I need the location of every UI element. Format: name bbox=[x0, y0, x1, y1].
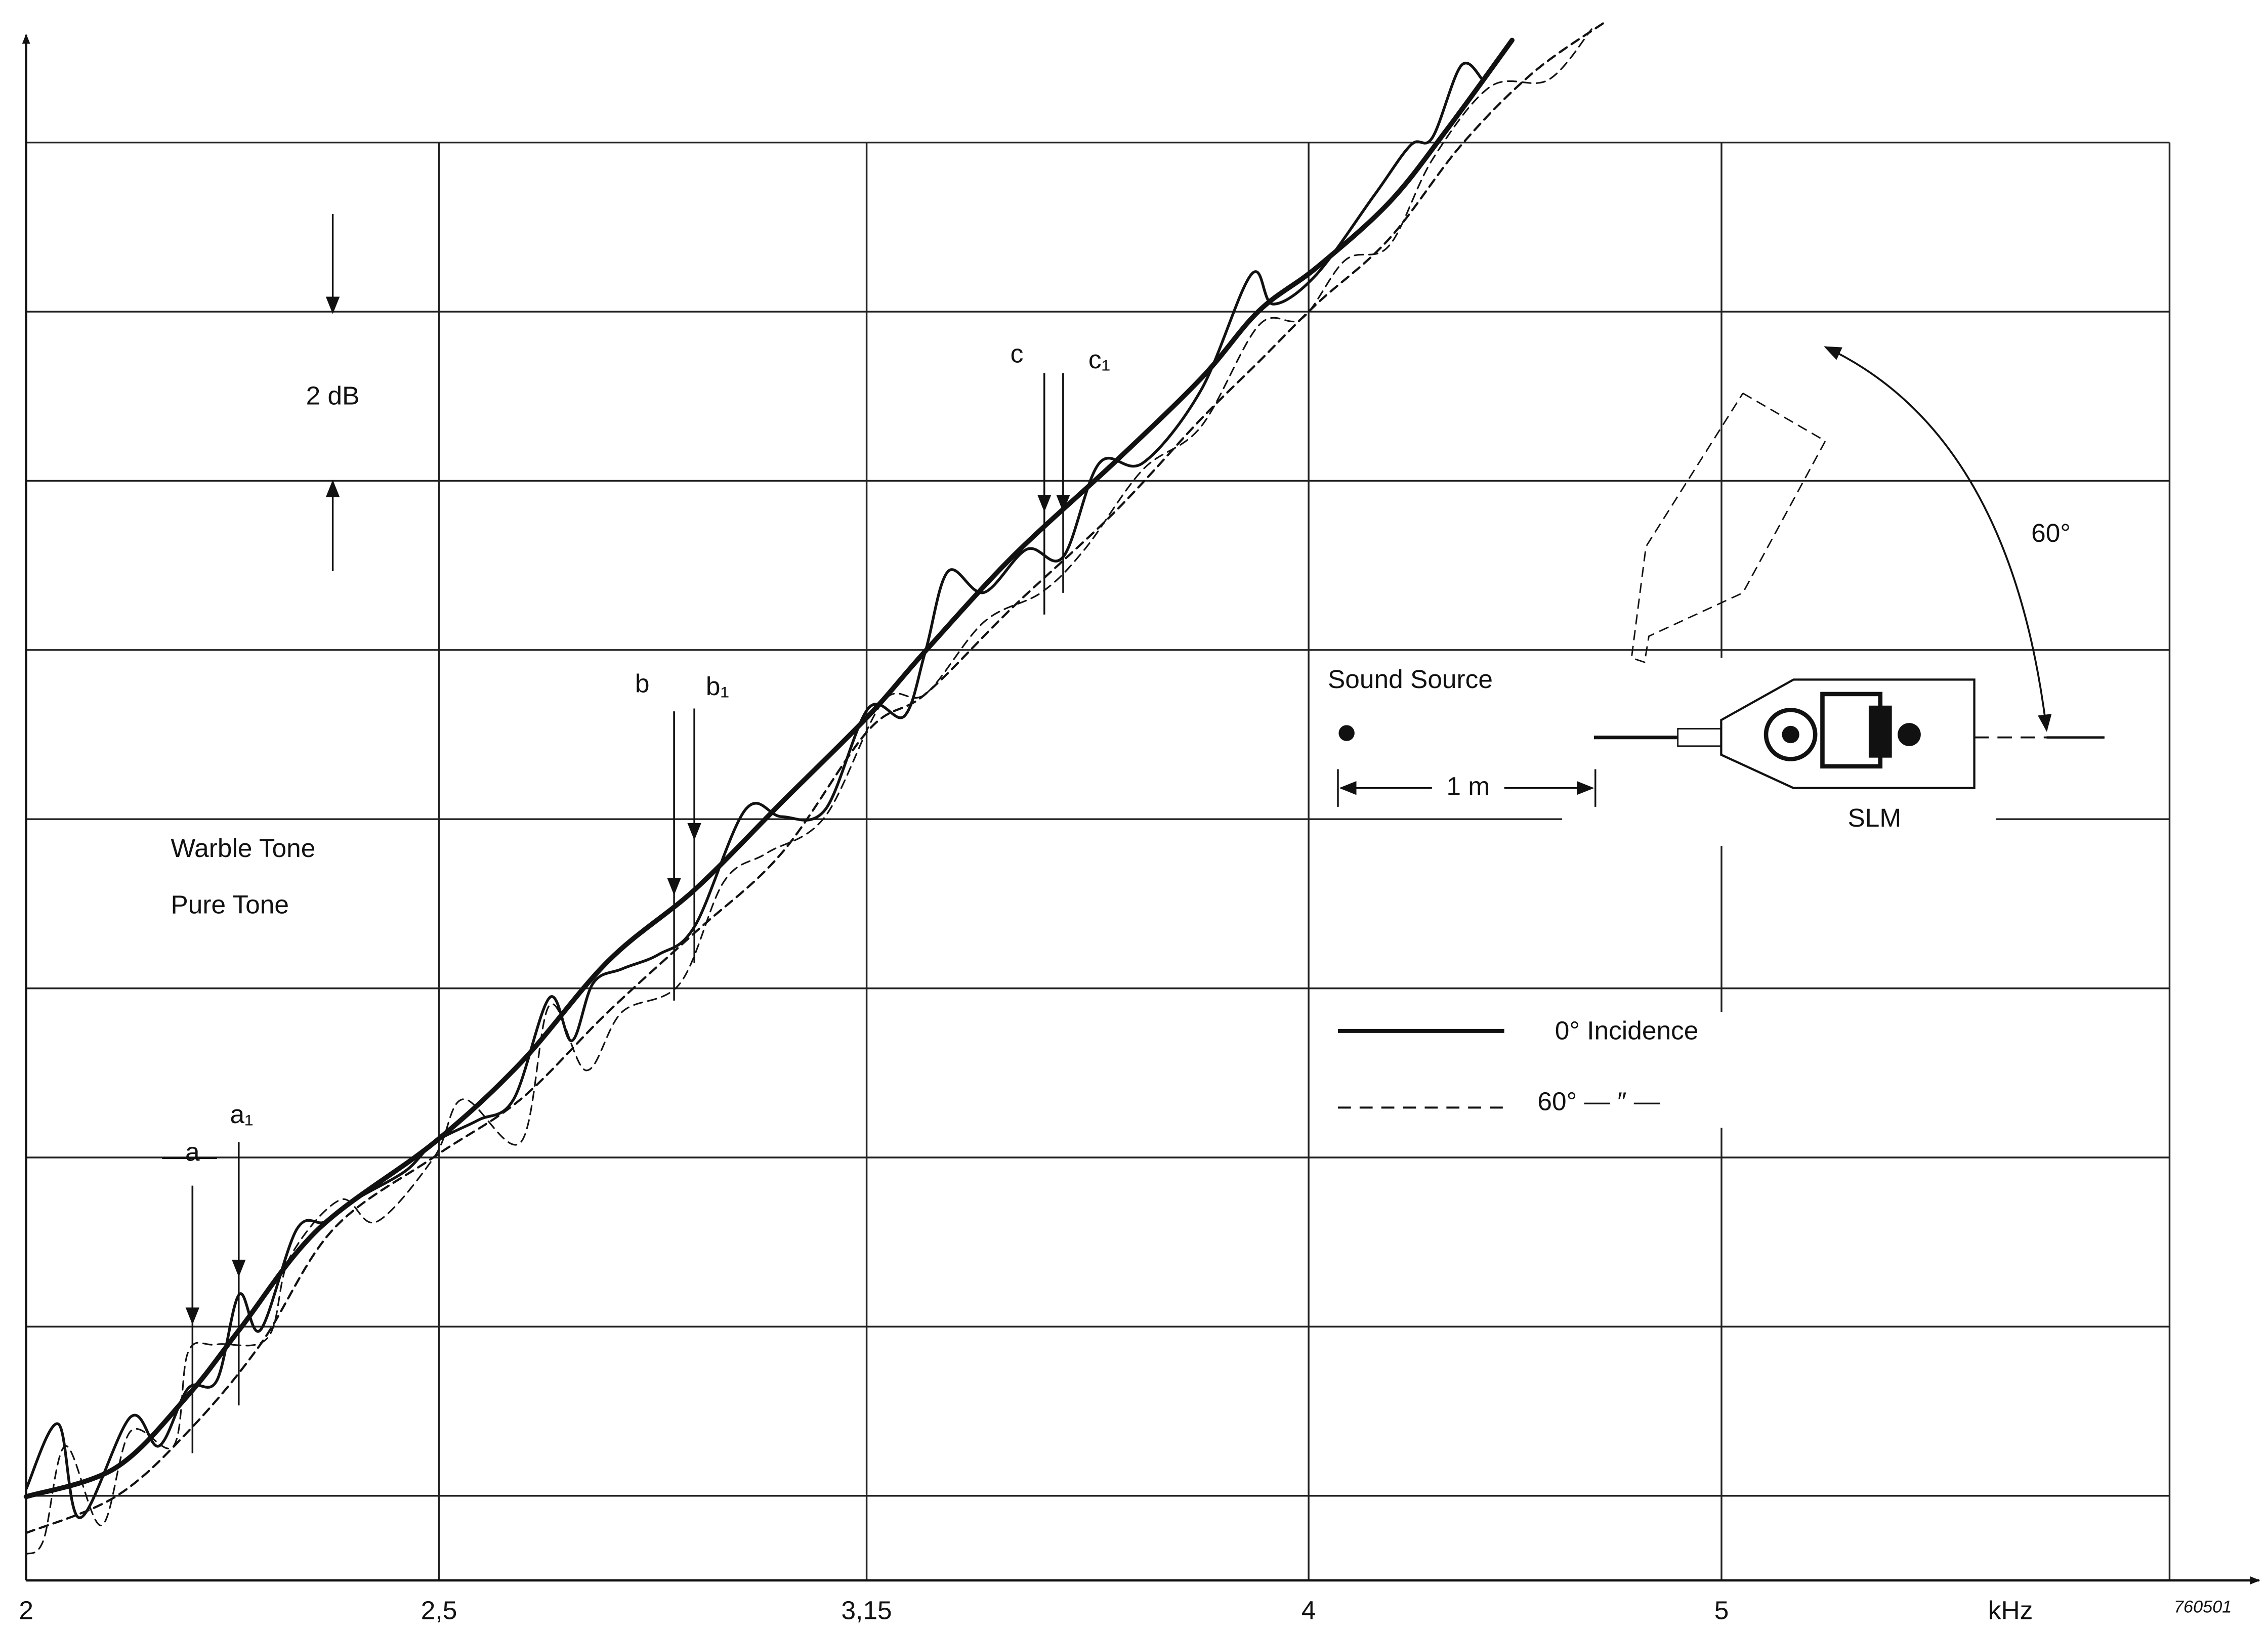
legend: 0° Incidence 60° — ″ — bbox=[1337, 1012, 1750, 1128]
angle-label: 60° bbox=[2031, 518, 2071, 547]
distance-label: 1 m bbox=[1446, 771, 1490, 800]
preamp bbox=[1677, 728, 1722, 747]
marker-label: c bbox=[1011, 339, 1024, 368]
x-tick-label: 2 bbox=[19, 1595, 33, 1624]
warble-tone-line bbox=[25, 20, 1607, 1534]
pure-tone-line bbox=[25, 28, 1592, 1555]
source-dot bbox=[1338, 725, 1355, 741]
frequency-markers: a a₁ b b₁ c c₁ bbox=[162, 339, 1110, 1453]
x-axis-label: kHz bbox=[1988, 1595, 2033, 1624]
marker-label: b₁ bbox=[706, 671, 729, 701]
scale-label: 2 dB bbox=[306, 381, 360, 410]
legend-label: 60° — ″ — bbox=[1537, 1086, 1660, 1115]
marker-label: c₁ bbox=[1088, 345, 1110, 374]
meter-panel bbox=[1868, 705, 1892, 758]
warble-label: Warble Tone bbox=[171, 833, 315, 863]
legend-label: 0° Incidence bbox=[1555, 1015, 1699, 1045]
angle-arc bbox=[1824, 346, 2052, 732]
x-tick-label: 3,15 bbox=[842, 1595, 892, 1624]
warble-tone-line bbox=[23, 37, 1515, 1499]
marker-label: a bbox=[185, 1137, 200, 1166]
marker-label: b bbox=[635, 668, 650, 698]
pure-tone-line bbox=[24, 62, 1485, 1519]
x-tick-label: 2,5 bbox=[421, 1595, 457, 1624]
grid bbox=[25, 141, 2171, 1580]
meter-label: SLM bbox=[1847, 803, 1901, 832]
lines bbox=[23, 20, 1607, 1555]
figure-code: 760501 bbox=[2174, 1597, 2232, 1616]
pure-label: Pure Tone bbox=[171, 890, 289, 919]
x-tick-label: 4 bbox=[1301, 1595, 1316, 1624]
marker-label: a₁ bbox=[230, 1099, 254, 1129]
meter-knob bbox=[1898, 723, 1921, 746]
legend-background bbox=[1519, 1012, 1750, 1128]
setup-diagram: Sound Source 1 m 60° SLM bbox=[1328, 346, 2105, 846]
meter-dial-center bbox=[1782, 725, 1799, 744]
rotated-meter bbox=[1630, 393, 1827, 663]
x-tick-label: 5 bbox=[1714, 1595, 1729, 1624]
source-label: Sound Source bbox=[1328, 664, 1493, 694]
